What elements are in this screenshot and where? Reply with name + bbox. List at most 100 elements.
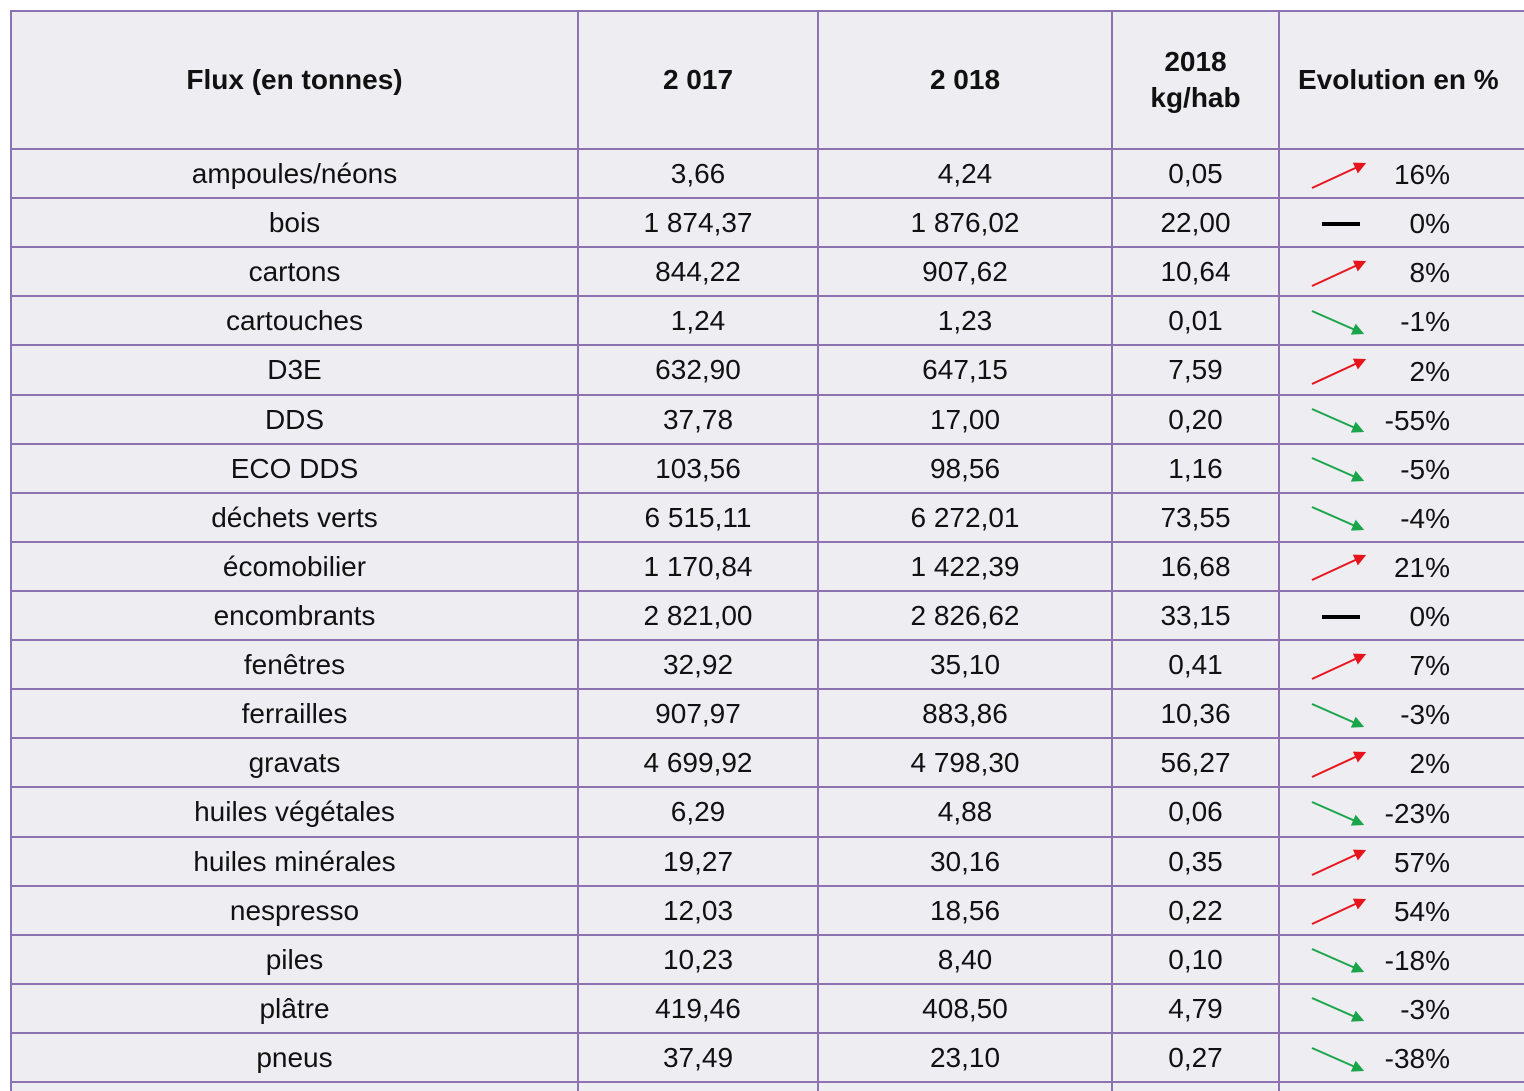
table-row: ampoules/néons 3,66 4,24 0,05 16% [10,147,1524,200]
cell: 20 150,28 [577,1081,819,1091]
table-row: encombrants 2 821,00 2 826,62 33,15 0% [10,589,1524,642]
cell: 419,46 [577,982,819,1034]
evolution-text: 16% [1393,159,1450,191]
cell: pneus [10,1031,579,1084]
cell: 7,59 [1111,344,1280,396]
cell: 18,56 [817,884,1113,936]
cell: 4 798,30 [817,737,1113,789]
cell: 17,00 [817,393,1113,445]
header-cell: 2 018 [817,10,1113,150]
cell: 632,90 [577,344,819,396]
table-row: cartons 844,22 907,62 10,64 8% [10,246,1524,298]
cell: 37,49 [577,1031,819,1084]
cell: 907,62 [817,246,1113,298]
evolution-cell: -1% [1278,295,1524,347]
cell: 4,88 [817,786,1113,838]
evolution-text: -4% [1400,502,1450,534]
arrow-up [1311,260,1367,287]
evolution-cell: -23% [1278,786,1524,838]
evolution-text: 8% [1409,257,1450,289]
table-row: gravats 4 699,92 4 798,30 56,27 2% [10,737,1524,789]
evolution-text: -55% [1384,404,1450,436]
evolution-cell: 0,66% [1278,1081,1524,1091]
cell: 1 874,37 [577,197,819,249]
cell: 647,15 [817,344,1113,396]
cell: 1 170,84 [577,540,819,592]
evolution-text: 57% [1393,846,1450,878]
cell: 103,56 [577,442,819,494]
cell: 56,27 [1111,737,1280,789]
cell: 10,23 [577,933,819,985]
evolution-cell: 54% [1278,884,1524,936]
cell: ECO DDS [10,442,579,494]
cell: 238,18 [1111,1081,1280,1091]
arrow-down [1311,801,1365,826]
table-row: huiles minérales 19,27 30,16 0,35 57% [10,835,1524,887]
evolution-text: -3% [1400,993,1450,1025]
cell: piles [10,933,579,985]
data-table: Flux (en tonnes) 2 017 2 018 2018 kg/hab… [10,10,1524,1091]
evolution-cell: 7% [1278,639,1524,691]
header-cell: 2 017 [577,10,819,150]
cell: nespresso [10,884,579,936]
arrow-up [1311,849,1367,877]
cell: 19,27 [577,835,819,887]
arrow-up [1311,555,1367,582]
evolution-text: 0% [1409,208,1450,240]
arrow-up [1311,751,1367,778]
evolution-text: -3% [1400,699,1450,731]
evolution-cell: 21% [1278,540,1524,592]
cell: 10,36 [1111,688,1280,740]
evolution-cell: -4% [1278,491,1524,543]
evolution-text: 7% [1409,650,1450,682]
cell: D3E [10,344,579,396]
evolution-cell: -55% [1278,393,1524,445]
cell: 12,03 [577,884,819,936]
cell: déchets verts [10,491,579,543]
evolution-text: 21% [1393,551,1450,583]
cell: 22,00 [1111,197,1280,249]
arrow-down [1311,702,1365,728]
cell: cartons [10,246,579,298]
cell: 0,05 [1111,147,1280,200]
evolution-cell: 2% [1278,344,1524,396]
arrow-down [1311,948,1365,973]
cell: 0,01 [1111,295,1280,347]
cell: huiles végétales [10,786,579,838]
cell: écomobilier [10,540,579,592]
cell: 16,68 [1111,540,1280,592]
evolution-cell: -3% [1278,688,1524,740]
cell: 0,22 [1111,884,1280,936]
cell: 883,86 [817,688,1113,740]
evolution-text: -38% [1384,1043,1450,1075]
cell: huiles minérales [10,835,579,887]
cell: 10,64 [1111,246,1280,298]
evolution-cell: -38% [1278,1031,1524,1084]
arrow-up [1311,653,1367,680]
cell: fenêtres [10,639,579,691]
cell: 0,41 [1111,639,1280,691]
evolution-text: -23% [1384,797,1450,829]
evolution-cell: -5% [1278,442,1524,494]
cell: 907,97 [577,688,819,740]
cell: ampoules/néons [10,147,579,200]
cell: 4 699,92 [577,737,819,789]
table-row: DDS 37,78 17,00 0,20 -55% [10,393,1524,445]
evolution-text: 2% [1409,748,1450,780]
dash [1322,614,1360,619]
cell: 4,79 [1111,982,1280,1034]
table-row: ferrailles 907,97 883,86 10,36 -3% [10,688,1524,740]
cell: cartouches [10,295,579,347]
evolution-text: -5% [1400,453,1450,485]
arrow-down [1311,997,1365,1023]
arrow-down [1311,1046,1365,1072]
cell: 35,10 [817,639,1113,691]
table-row: huiles végétales 6,29 4,88 0,06 -23% [10,786,1524,838]
evolution-cell: 0% [1278,197,1524,249]
evolution-text: 54% [1393,895,1450,927]
cell: bois [10,197,579,249]
cell: 408,50 [817,982,1113,1034]
header-cell: Evolution en % [1278,10,1524,150]
cell: 98,56 [817,442,1113,494]
cell: 844,22 [577,246,819,298]
